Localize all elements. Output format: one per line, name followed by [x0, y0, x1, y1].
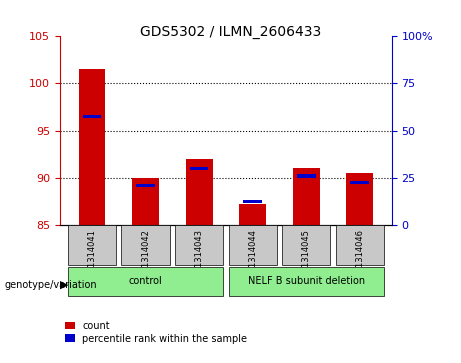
Bar — [350, 181, 369, 184]
Bar — [346, 173, 373, 225]
Bar — [136, 184, 155, 187]
FancyBboxPatch shape — [229, 225, 277, 265]
FancyBboxPatch shape — [68, 225, 116, 265]
Bar — [239, 204, 266, 225]
Bar — [297, 174, 316, 178]
Text: GSM1314042: GSM1314042 — [141, 229, 150, 285]
Bar — [243, 200, 262, 203]
Bar — [293, 168, 319, 225]
Bar — [190, 167, 208, 170]
Text: ▶: ▶ — [60, 280, 68, 290]
Text: GSM1314041: GSM1314041 — [88, 229, 96, 285]
Legend: count, percentile rank within the sample: count, percentile rank within the sample — [65, 321, 247, 344]
Text: NELF B subunit deletion: NELF B subunit deletion — [248, 276, 365, 286]
Bar — [186, 159, 213, 225]
Bar — [79, 69, 106, 225]
FancyBboxPatch shape — [229, 266, 384, 296]
Text: GSM1314045: GSM1314045 — [301, 229, 311, 285]
FancyBboxPatch shape — [175, 225, 223, 265]
FancyBboxPatch shape — [122, 225, 170, 265]
Text: GDS5302 / ILMN_2606433: GDS5302 / ILMN_2606433 — [140, 25, 321, 40]
Text: control: control — [129, 276, 162, 286]
Text: GSM1314046: GSM1314046 — [355, 229, 364, 285]
Bar — [132, 178, 159, 225]
Bar — [83, 115, 101, 118]
FancyBboxPatch shape — [282, 225, 330, 265]
Text: genotype/variation: genotype/variation — [5, 280, 97, 290]
FancyBboxPatch shape — [336, 225, 384, 265]
FancyBboxPatch shape — [68, 266, 223, 296]
Text: GSM1314043: GSM1314043 — [195, 229, 204, 285]
Text: GSM1314044: GSM1314044 — [248, 229, 257, 285]
